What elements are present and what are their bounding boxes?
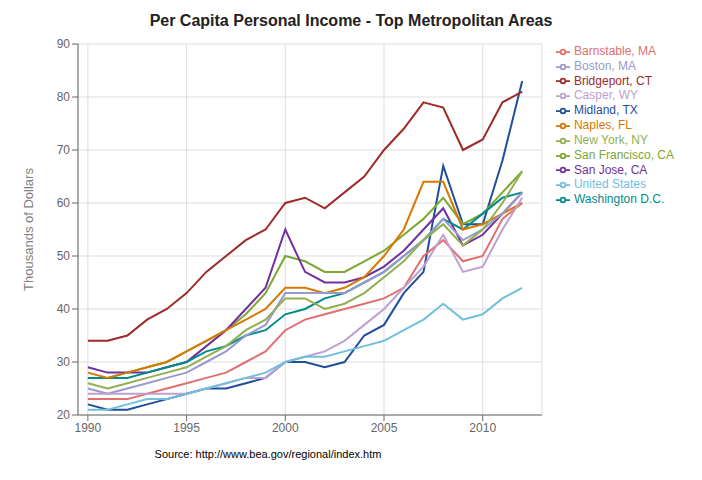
svg-text:2005: 2005: [371, 421, 398, 435]
html-text:San Francisco, CA: San Francisco, CA: [574, 147, 674, 162]
html-text:Boston, MA: Boston, MA: [574, 58, 636, 73]
svg-text:60: 60: [57, 196, 71, 210]
html-text:Washington D.C.: Washington D.C.: [574, 192, 665, 207]
svg-text:30: 30: [57, 355, 71, 369]
svg-text:50: 50: [57, 249, 71, 263]
html-text:Casper, WY: Casper, WY: [574, 88, 638, 103]
svg-text:Thousands of Dollars: Thousands of Dollars: [21, 168, 36, 291]
svg-text:2010: 2010: [469, 421, 496, 435]
svg-text:80: 80: [57, 90, 71, 104]
html-text:Bridgeport, CT: Bridgeport, CT: [574, 73, 652, 88]
svg-text:90: 90: [57, 37, 71, 51]
html-text:Per Capita Personal Income - T: Per Capita Personal Income - Top Metropo…: [149, 12, 553, 29]
html-text:Midland, TX: Midland, TX: [574, 103, 638, 118]
svg-text:1995: 1995: [173, 421, 200, 435]
html-text:United States: United States: [574, 177, 646, 192]
html-text:Naples, FL: Naples, FL: [574, 118, 632, 133]
html-text:Barnstable, MA: Barnstable, MA: [574, 44, 656, 58]
html-text:San Jose, CA: San Jose, CA: [574, 162, 648, 177]
html-text:New York, NY: New York, NY: [574, 133, 648, 147]
svg-text:2000: 2000: [272, 421, 299, 435]
svg-text:1990: 1990: [75, 421, 102, 435]
html-text:Source: http://www.bea.gov/reg: Source: http://www.bea.gov/regional/inde…: [154, 448, 382, 460]
svg-text:40: 40: [57, 302, 71, 316]
svg-text:20: 20: [57, 408, 71, 422]
svg-text:70: 70: [57, 143, 71, 157]
